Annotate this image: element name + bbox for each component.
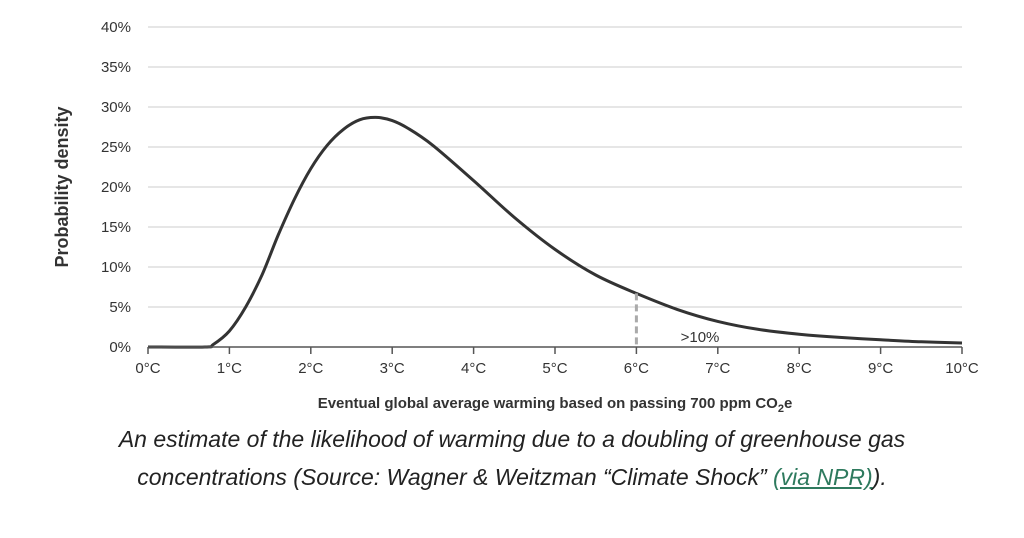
chart-figure: 0% 5% 10% 15% 20% 25% 30% 35% 40% 0°C 1°C 2°C 3°C 4°C… (52, 19, 979, 415)
x-tick-label: 9°C (868, 360, 893, 377)
y-tick-label: 20% (101, 179, 131, 196)
y-tick-label: 5% (109, 299, 131, 316)
x-tick-label: 8°C (787, 360, 812, 377)
caption-text-end: ). (872, 464, 887, 490)
y-tick-label: 15% (101, 219, 131, 236)
via-npr-link[interactable]: (via NPR) (773, 464, 873, 490)
y-tick-label: 10% (101, 259, 131, 276)
x-tick-label: 7°C (705, 360, 730, 377)
x-tick-label: 0°C (135, 360, 160, 377)
caption-line-1: An estimate of the likelihood of warming… (118, 426, 906, 452)
x-tick-label: 2°C (298, 360, 323, 377)
caption-text: concentrations (Source: Wagner & Weitzma… (137, 464, 773, 490)
x-tick-label: 3°C (380, 360, 405, 377)
y-tick-label: 40% (101, 19, 131, 36)
y-tick-label: 25% (101, 139, 131, 156)
x-tick-label: 4°C (461, 360, 486, 377)
density-curve (147, 115, 963, 349)
y-axis-label: Probability density (52, 106, 72, 267)
caption-line-2: concentrations (Source: Wagner & Weitzma… (0, 458, 1024, 496)
y-tick-label: 30% (101, 99, 131, 116)
x-tick-label: 1°C (217, 360, 242, 377)
y-tick-label: 0% (109, 339, 131, 356)
density-chart: 0% 5% 10% 15% 20% 25% 30% 35% 40% 0°C 1°C 2°C 3°C 4°C… (52, 19, 979, 415)
x-tick-label: 6°C (624, 360, 649, 377)
x-axis-label: Eventual global average warming based on… (318, 395, 793, 415)
y-tick-label: 35% (101, 59, 131, 76)
x-tick-label: 10°C (945, 360, 979, 377)
x-tick-label: 5°C (542, 360, 567, 377)
figure-caption: An estimate of the likelihood of warming… (0, 420, 1024, 496)
tail-probability-annotation: >10% (681, 329, 720, 346)
